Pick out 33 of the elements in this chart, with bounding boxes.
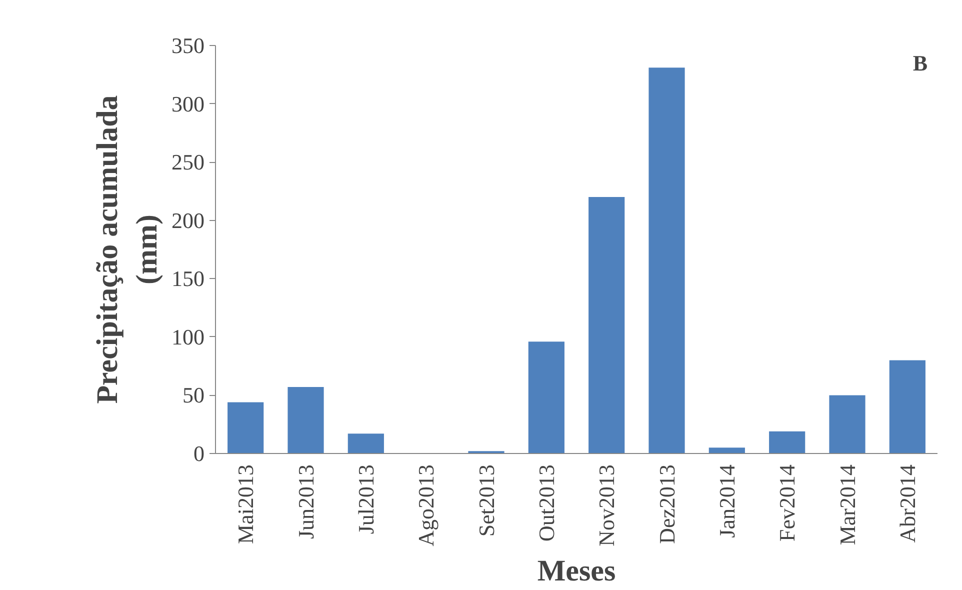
x-tick-label: Ago2013	[414, 464, 439, 546]
bar	[528, 342, 564, 454]
bar	[288, 387, 324, 454]
x-tick-label: Fev2014	[774, 464, 800, 542]
x-tick-label: Out2013	[534, 464, 559, 542]
bar	[648, 68, 685, 454]
x-tick-label: Mai2013	[233, 464, 258, 544]
x-tick-label: Set2013	[474, 464, 499, 537]
bar	[829, 395, 866, 454]
y-tick-label: 0	[194, 441, 204, 466]
y-tick-label: 200	[172, 208, 204, 233]
x-tick-label: Dez2013	[654, 464, 680, 544]
y-tick-label: 300	[172, 91, 204, 116]
x-tick-label: Abr2014	[894, 464, 920, 543]
y-tick-label: 250	[172, 150, 204, 175]
y-tick-label: 150	[172, 266, 204, 292]
x-tick-label: Jan2014	[714, 464, 740, 538]
y-tick-label: 350	[172, 33, 204, 58]
x-axis-title: Meses	[537, 554, 616, 588]
x-tick-label: Mar2014	[834, 464, 860, 546]
y-axis-title: Precipitação acumulada (mm)	[90, 95, 164, 404]
bar	[708, 448, 745, 454]
bar	[769, 431, 806, 454]
x-tick-label: Jun2013	[293, 464, 318, 540]
bar	[588, 197, 625, 454]
bar	[228, 402, 264, 454]
bar	[889, 360, 926, 454]
y-tick-label: 50	[182, 382, 204, 408]
x-tick-label: Nov2013	[594, 464, 620, 546]
y-tick-label: 100	[172, 324, 204, 350]
x-tick-label: Jul2013	[353, 464, 378, 534]
annotation: B	[912, 50, 928, 76]
bar	[348, 434, 384, 454]
